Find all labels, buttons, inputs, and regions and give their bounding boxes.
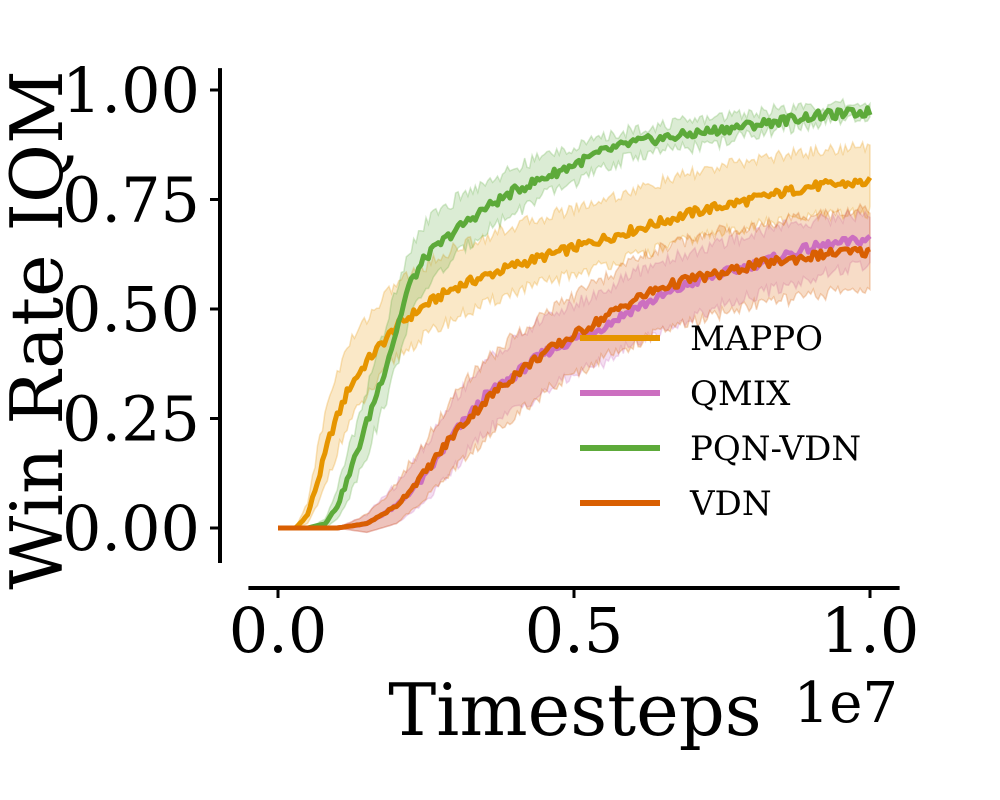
x-tick-label: 0.0	[229, 594, 328, 667]
series-lines	[278, 105, 873, 531]
y-tick-label: 0.50	[62, 273, 200, 346]
x-tick-label: 0.5	[525, 594, 624, 667]
x-axis-offset-label: 1e7	[794, 671, 898, 736]
y-tick-label: 1.00	[62, 54, 200, 127]
legend-label-qmix: QMIX	[690, 374, 791, 414]
x-axis-ticks: 0.0 0.5 1.0	[229, 588, 920, 667]
legend: MAPPO QMIX PQN-VDN VDN	[580, 319, 861, 524]
y-tick-label: 0.25	[62, 383, 200, 456]
legend-label-vdn: VDN	[689, 484, 772, 524]
y-axis-label: Win Rate IQM	[0, 70, 79, 589]
line-pqn-vdn	[278, 105, 873, 531]
x-axis-label: Timesteps	[388, 668, 761, 752]
line-vdn	[278, 245, 871, 531]
line-mappo	[278, 176, 873, 531]
y-tick-label: 0.75	[62, 164, 200, 237]
legend-label-mappo: MAPPO	[690, 319, 823, 359]
band-qmix	[278, 208, 871, 534]
legend-label-pqn-vdn: PQN-VDN	[690, 429, 861, 469]
x-tick-label: 1.0	[821, 594, 920, 667]
y-axis-ticks: 0.00 0.25 0.50 0.75 1.00	[62, 54, 220, 565]
y-tick-label: 0.00	[62, 492, 200, 565]
